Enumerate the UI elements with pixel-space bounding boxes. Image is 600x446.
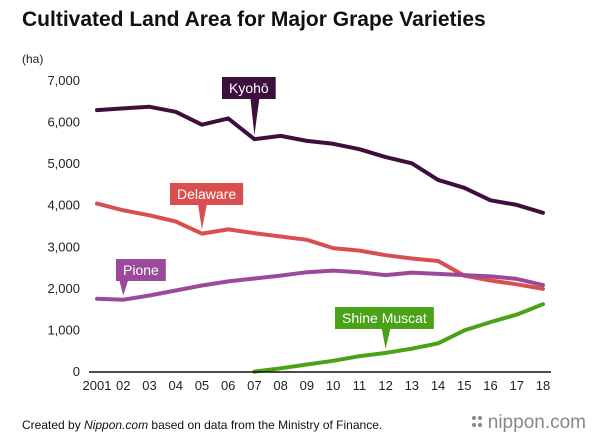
x-tick-label: 12: [378, 378, 392, 393]
y-tick-label: 1,000: [47, 322, 80, 337]
series-label-pointer: [198, 204, 207, 230]
y-tick-label: 4,000: [47, 198, 80, 213]
source-name: Nippon.com: [84, 418, 148, 432]
x-tick-label: 14: [431, 378, 445, 393]
x-tick-label: 04: [168, 378, 182, 393]
series-label: Pione: [116, 259, 166, 296]
source-suffix: based on data from the Ministry of Finan…: [148, 418, 382, 432]
series-label-pointer: [119, 280, 128, 296]
x-axis-ticks: 2001 02 03 04 05 06 07 08 09 10 11 12 13 14 15 16 17 18: [83, 378, 551, 393]
y-tick-label: 7,000: [47, 73, 80, 88]
series-labels: Kyohō Delaware Pione Shine Muscat: [116, 77, 434, 349]
x-tick-label: 10: [326, 378, 340, 393]
x-tick-label: 06: [221, 378, 235, 393]
x-tick-label: 2001: [83, 378, 112, 393]
x-tick-label: 11: [353, 378, 367, 393]
x-tick-label: 15: [457, 378, 471, 393]
x-tick-label: 05: [195, 378, 209, 393]
x-tick-label: 16: [483, 378, 497, 393]
source-credit: Created by Nippon.com based on data from…: [22, 418, 382, 432]
series-label-text: Pione: [123, 262, 159, 278]
brand-logo: nippon.com: [471, 412, 586, 434]
series-label-text: Kyohō: [229, 80, 269, 96]
series-lines: [97, 107, 543, 372]
x-tick-label: 17: [510, 378, 524, 393]
x-tick-label: 18: [536, 378, 550, 393]
brand-dots-icon: [471, 416, 483, 430]
x-tick-label: 08: [273, 378, 287, 393]
y-tick-label: 6,000: [47, 115, 80, 130]
series-label-pointer: [250, 98, 259, 135]
y-tick-label: 3,000: [47, 239, 80, 254]
y-tick-label: 0: [73, 364, 80, 379]
x-tick-label: 03: [142, 378, 156, 393]
x-tick-label: 07: [247, 378, 261, 393]
line-chart: 0 1,000 2,000 3,000 4,000 5,000 6,000 7,000 200…: [0, 0, 600, 446]
series-label-text: Shine Muscat: [342, 310, 427, 326]
source-prefix: Created by: [22, 418, 84, 432]
y-axis-ticks: 0 1,000 2,000 3,000 4,000 5,000 6,000 7,000: [47, 73, 80, 379]
series-label: Shine Muscat: [335, 307, 434, 349]
series-line: [97, 107, 543, 213]
x-tick-label: 09: [300, 378, 314, 393]
x-tick-label: 02: [116, 378, 130, 393]
y-tick-label: 2,000: [47, 281, 80, 296]
series-label-text: Delaware: [177, 186, 236, 202]
brand-name: nippon.com: [488, 412, 586, 433]
series-label: Kyohō: [222, 77, 276, 135]
x-tick-label: 13: [405, 378, 419, 393]
series-label-pointer: [382, 328, 391, 349]
y-tick-label: 5,000: [47, 156, 80, 171]
